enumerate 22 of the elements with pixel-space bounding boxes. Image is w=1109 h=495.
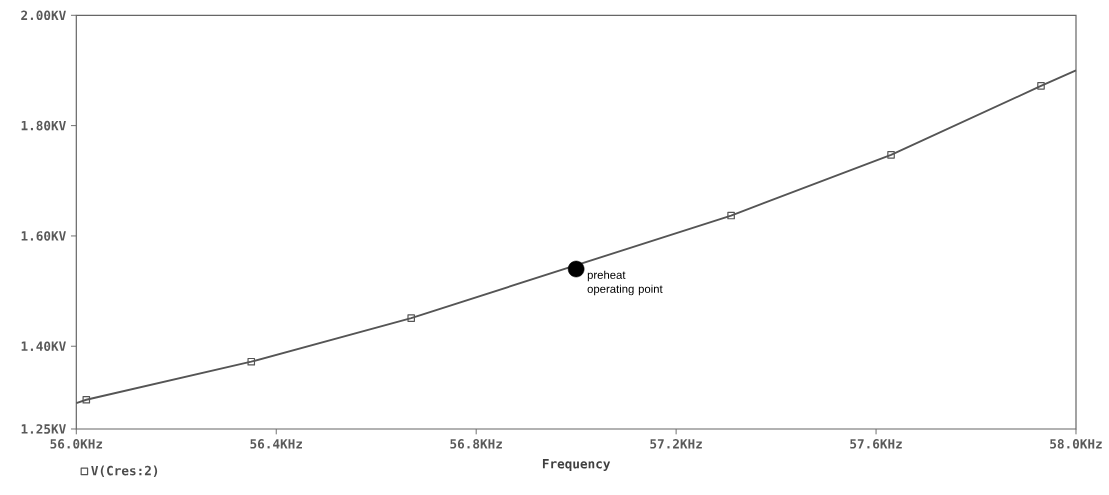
x-tick-label: 56.4KHz (250, 439, 302, 449)
line-series (75, 69, 1077, 404)
y-tick-label: 1.40KV (21, 341, 66, 352)
x-tick-label: 58.0KHz (1050, 439, 1102, 449)
x-axis-title: Frequency (542, 459, 611, 471)
point (407, 314, 415, 322)
y-tick-label: 1.60KV (21, 231, 66, 241)
y-tick-label: 1.80KV (21, 120, 66, 131)
x-tick-label: 56.8KHz (450, 439, 502, 449)
point (247, 357, 256, 366)
y-tick-label: 1.25KV (21, 424, 66, 434)
x-tick-label: 56.0KHz (50, 439, 103, 449)
point (727, 211, 735, 220)
point (82, 395, 91, 404)
point (1037, 82, 1045, 90)
x-tick-label: 57.6KHz (850, 439, 902, 449)
annotation: preheat operating point (587, 270, 663, 296)
y-tick-label: 2.00KV (21, 10, 66, 21)
point (887, 151, 895, 159)
legend-label: V(Cres:2) (91, 465, 158, 477)
x-tick-label: 57.2KHz (650, 439, 702, 449)
point (567, 260, 585, 278)
